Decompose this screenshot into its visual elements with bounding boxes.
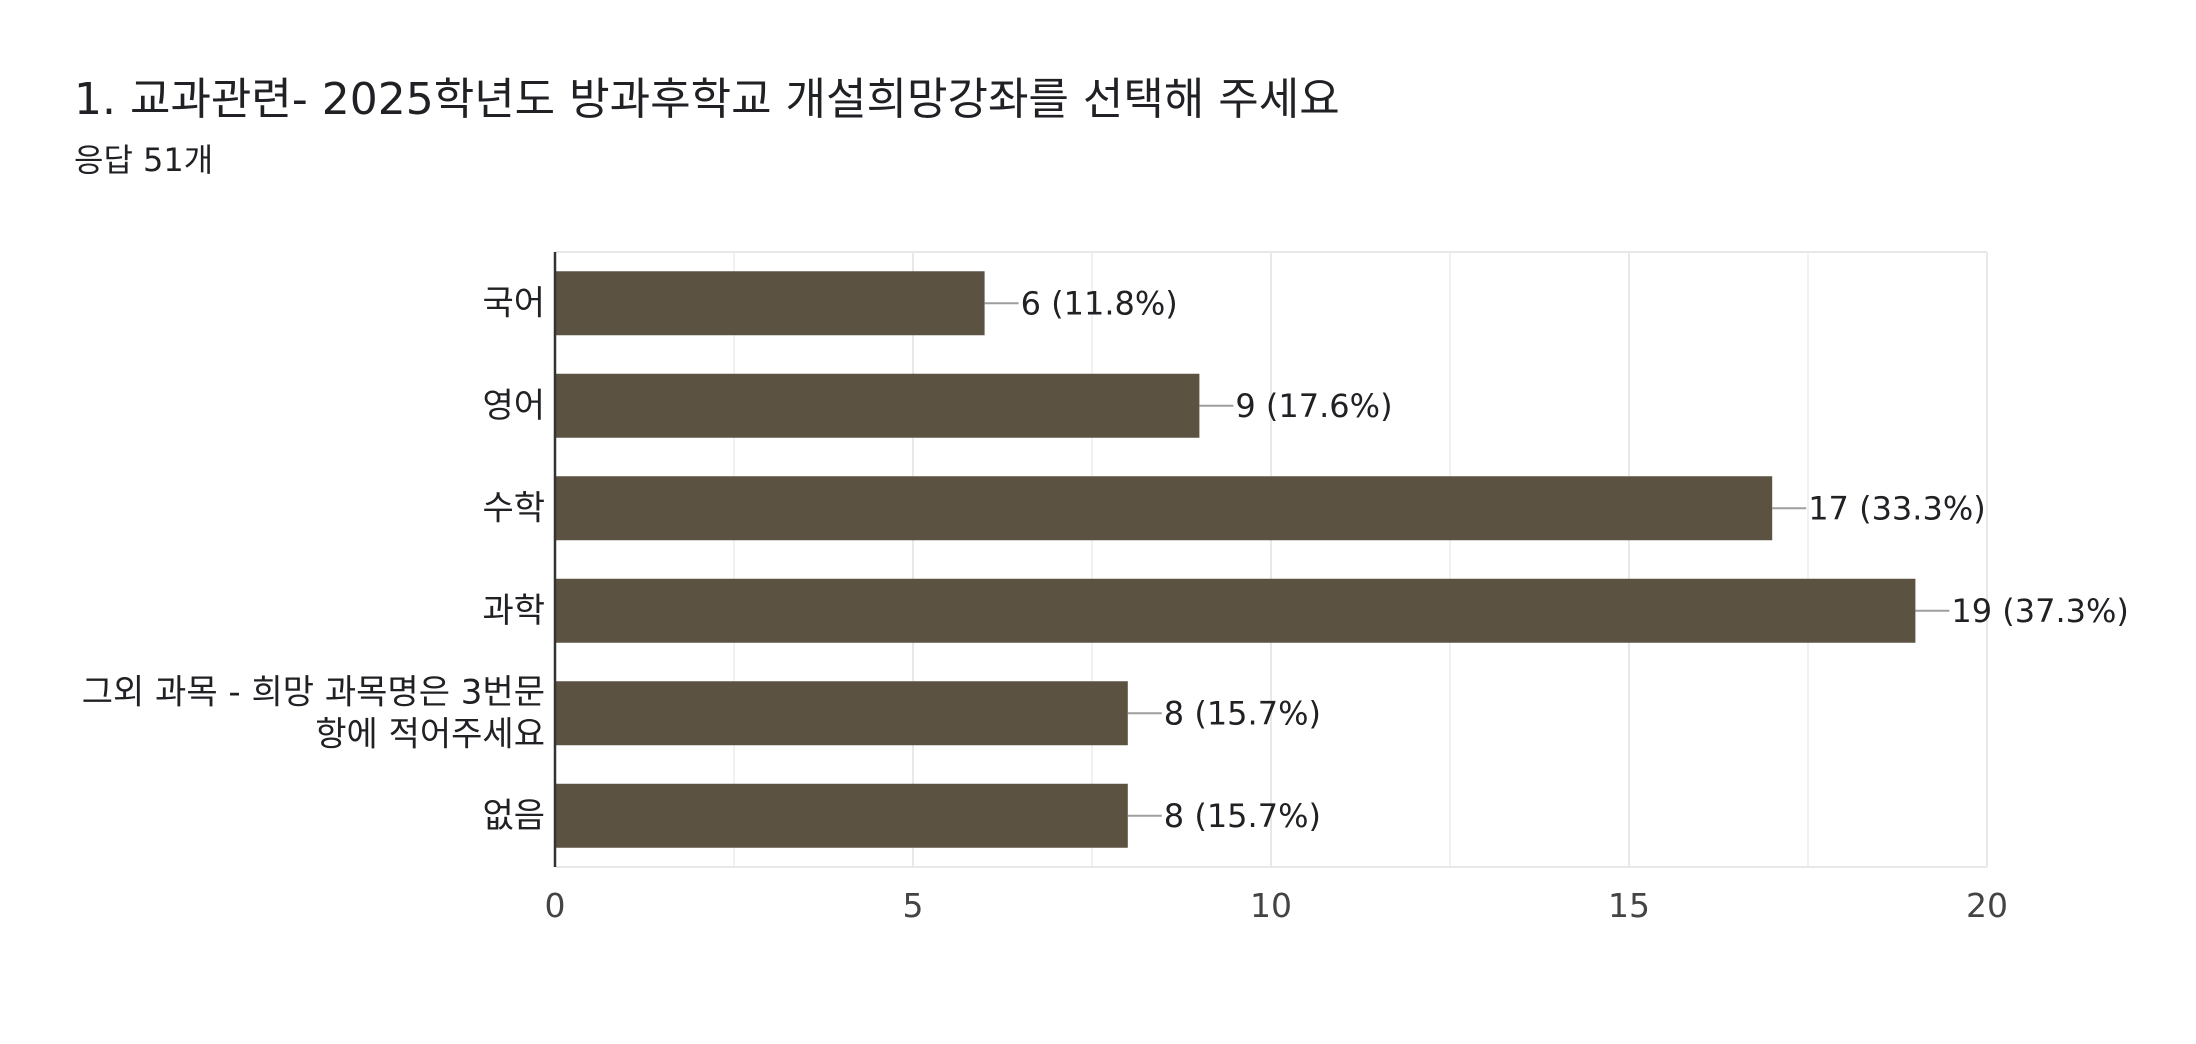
gridlines <box>555 251 1988 868</box>
category-label: 영어 <box>482 386 545 426</box>
x-tick-label: 20 <box>1966 886 2008 925</box>
data-label: 17 (33.3%) <box>1808 489 1986 527</box>
bar <box>555 271 985 336</box>
response-count: 응답 51개 <box>74 141 214 179</box>
category-label-line: 없음 <box>482 796 545 836</box>
bar <box>555 476 1773 541</box>
bar <box>555 681 1128 746</box>
category-label: 없음 <box>482 796 545 836</box>
x-axis-ticks: 0 5 10 15 20 <box>545 886 2009 925</box>
category-label-line: 과학 <box>482 591 545 631</box>
category-label: 과학 <box>482 591 545 631</box>
question-title: 1. 교과관련- 2025학년도 방과후학교 개설희망강좌를 선택해 주세요 <box>74 74 1340 125</box>
chart-header: 1. 교과관련- 2025학년도 방과후학교 개설희망강좌를 선택해 주세요 응… <box>74 70 2156 182</box>
bar <box>555 578 1916 643</box>
bars <box>555 271 1916 848</box>
category-label-line: 영어 <box>482 386 545 426</box>
data-label: 9 (17.6%) <box>1235 387 1392 425</box>
data-labels: 6 (11.8%) 9 (17.6%) 17 (33.3%) 19 (37.3%) 8 … <box>984 284 2129 835</box>
data-label: 19 (37.3%) <box>1951 592 2129 630</box>
category-label-line: 국어 <box>482 283 545 323</box>
data-label: 8 (15.7%) <box>1164 694 1321 732</box>
category-label: 수학 <box>482 488 545 528</box>
data-label: 8 (15.7%) <box>1164 797 1321 835</box>
bar <box>555 373 1200 438</box>
bar <box>555 783 1128 848</box>
category-label: 그외 과목 - 희망 과목명은 3번문 항에 적어주세요 <box>82 672 545 754</box>
category-label: 국어 <box>482 283 545 323</box>
x-tick-label: 0 <box>545 886 566 925</box>
category-label-line: 그외 과목 - 희망 과목명은 3번문 <box>82 672 545 712</box>
data-label: 6 (11.8%) <box>1021 284 1178 322</box>
x-tick-label: 15 <box>1608 886 1650 925</box>
category-label-line: 항에 적어주세요 <box>315 714 545 754</box>
x-tick-label: 10 <box>1250 886 1292 925</box>
x-tick-label: 5 <box>903 886 924 925</box>
category-label-line: 수학 <box>482 488 545 528</box>
